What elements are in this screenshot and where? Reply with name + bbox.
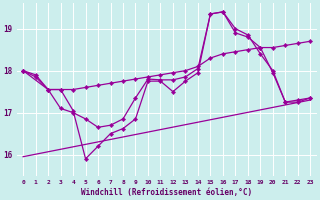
X-axis label: Windchill (Refroidissement éolien,°C): Windchill (Refroidissement éolien,°C) <box>81 188 252 197</box>
